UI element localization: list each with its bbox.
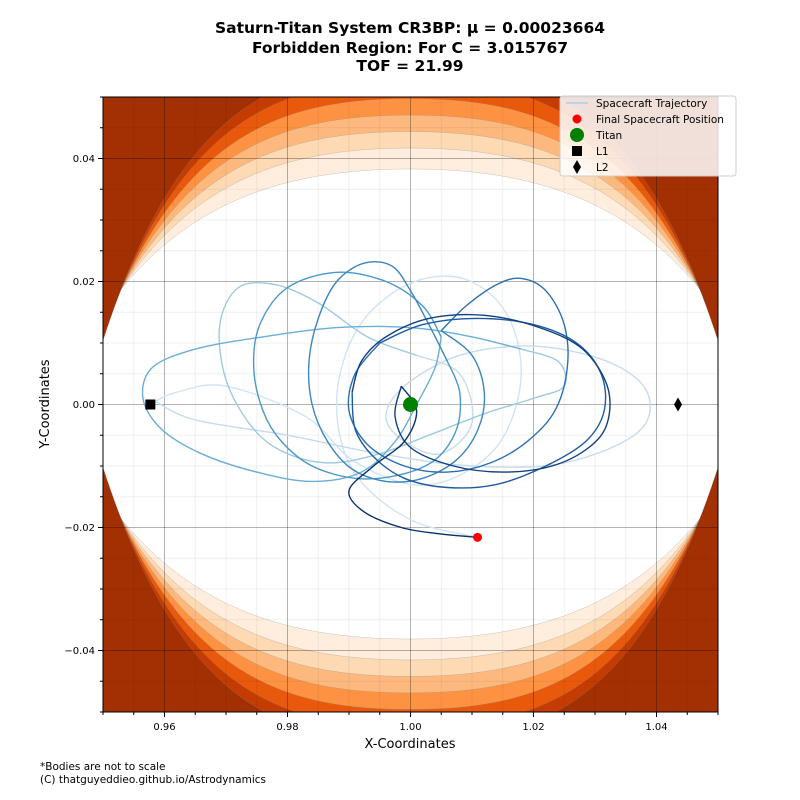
legend-titan-swatch	[570, 128, 584, 142]
trajectory-segment-7	[351, 317, 607, 489]
legend: Spacecraft Trajectory Final Spacecraft P…	[559, 95, 737, 177]
legend-l1-swatch	[572, 146, 582, 156]
allowed-region	[161, 229, 685, 580]
trajectory-segment-8	[351, 313, 611, 473]
trajectory-segment-4	[252, 271, 462, 480]
x-tick-label-4: 1.04	[645, 722, 667, 733]
legend-label-l1: L1	[596, 146, 609, 158]
trajectory-segment-9	[348, 385, 478, 538]
y-axis-label: Y-Coordinates	[38, 359, 53, 449]
grid-lines	[103, 97, 718, 712]
x-tick-label-2: 1.00	[399, 722, 421, 733]
x-axis-label: X-Coordinates	[365, 737, 456, 752]
spacecraft-trajectory	[141, 260, 651, 538]
x-tick-label-0: 0.96	[153, 722, 175, 733]
contour-band-bottom-6	[103, 466, 718, 712]
x-tick-label-3: 1.02	[522, 722, 544, 733]
l1-marker	[145, 399, 156, 410]
y-axis-ticks: 0.04 0.02 0.00 −0.02 −0.04	[64, 96, 103, 713]
legend-box	[559, 95, 737, 177]
legend-l2-swatch	[573, 160, 581, 174]
footnote-bodies-scale: *Bodies are not to scale	[40, 761, 166, 773]
y-tick-label-1: 0.02	[73, 277, 95, 288]
legend-final-position-swatch	[572, 114, 582, 124]
chart-title-line-1: Saturn-Titan System CR3BP: μ = 0.0002366…	[215, 19, 605, 37]
chart-title-line-2: Forbidden Region: For C = 3.015767	[252, 39, 568, 57]
trajectory-segment-5	[307, 260, 486, 483]
trajectory-segment-3	[141, 325, 522, 483]
contour-band-bottom-2	[103, 484, 718, 712]
footnote-copyright: (C) thatguyeddieo.github.io/Astrodynamic…	[40, 774, 266, 786]
l2-marker	[674, 397, 683, 412]
x-tick-label-1: 0.98	[276, 722, 298, 733]
y-tick-label-4: −0.04	[64, 646, 95, 657]
legend-label-titan: Titan	[595, 130, 622, 142]
legend-label-l2: L2	[596, 162, 609, 174]
titan-marker	[403, 397, 418, 412]
y-tick-label-2: 0.00	[73, 400, 95, 411]
bodies	[145, 397, 683, 542]
y-tick-label-3: −0.02	[64, 523, 95, 534]
y-tick-label-0: 0.04	[73, 154, 95, 165]
legend-label-final-position: Final Spacecraft Position	[596, 114, 724, 126]
legend-label-trajectory: Spacecraft Trajectory	[596, 98, 707, 110]
x-axis-ticks: 0.96 0.98 1.00 1.02 1.04	[102, 712, 719, 733]
chart-title-line-3: TOF = 21.99	[356, 57, 463, 75]
trajectory-segment-0	[155, 275, 522, 538]
final-position-marker	[473, 532, 483, 542]
